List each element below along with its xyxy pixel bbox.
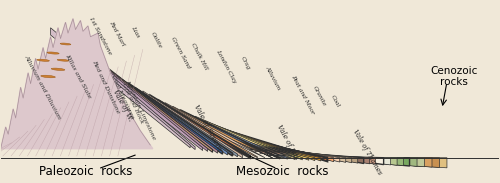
- Polygon shape: [195, 116, 295, 160]
- Text: Vale of Thames: Vale of Thames: [351, 128, 384, 176]
- Text: Cenozoic
rocks: Cenozoic rocks: [430, 66, 478, 87]
- Text: Paleozoic  rocks: Paleozoic rocks: [39, 165, 132, 178]
- Polygon shape: [50, 28, 190, 148]
- Polygon shape: [284, 153, 404, 166]
- Text: Vale of W.: Vale of W.: [111, 88, 134, 122]
- Text: Grit and Rock: Grit and Rock: [122, 83, 144, 125]
- Polygon shape: [143, 91, 242, 158]
- Text: Vale of Isis: Vale of Isis: [275, 124, 300, 161]
- Polygon shape: [225, 131, 334, 162]
- Polygon shape: [322, 158, 447, 168]
- Polygon shape: [136, 87, 238, 157]
- Text: Red Marl: Red Marl: [108, 20, 126, 47]
- Text: Crag: Crag: [240, 56, 251, 71]
- Polygon shape: [220, 128, 328, 161]
- Polygon shape: [78, 46, 202, 150]
- Polygon shape: [274, 150, 390, 165]
- Polygon shape: [295, 155, 417, 166]
- Polygon shape: [165, 103, 265, 158]
- Polygon shape: [255, 144, 370, 164]
- Polygon shape: [268, 148, 384, 165]
- Text: Coal Measures: Coal Measures: [110, 74, 135, 119]
- Polygon shape: [150, 96, 250, 158]
- Polygon shape: [158, 99, 258, 158]
- Text: Red and Dunstone: Red and Dunstone: [91, 60, 120, 115]
- Ellipse shape: [52, 68, 65, 70]
- Polygon shape: [113, 73, 222, 154]
- Text: Alluvium: Alluvium: [265, 65, 282, 91]
- Ellipse shape: [41, 75, 56, 78]
- Polygon shape: [235, 136, 346, 163]
- Ellipse shape: [60, 43, 71, 45]
- Ellipse shape: [47, 52, 59, 54]
- Polygon shape: [98, 60, 212, 152]
- Polygon shape: [279, 151, 397, 165]
- Polygon shape: [260, 146, 376, 164]
- Polygon shape: [230, 133, 340, 162]
- Text: Coal: Coal: [330, 94, 340, 108]
- Text: London Clay: London Clay: [215, 49, 237, 84]
- Polygon shape: [309, 158, 432, 167]
- Polygon shape: [245, 140, 358, 163]
- Polygon shape: [250, 142, 364, 163]
- Text: Oolite: Oolite: [150, 31, 163, 49]
- Text: Chalk Hill: Chalk Hill: [190, 42, 208, 70]
- Polygon shape: [66, 37, 195, 150]
- Polygon shape: [302, 157, 424, 167]
- Polygon shape: [205, 121, 309, 160]
- Text: Granite: Granite: [312, 85, 328, 107]
- Polygon shape: [128, 83, 232, 156]
- Polygon shape: [172, 106, 272, 158]
- Ellipse shape: [37, 59, 50, 61]
- Text: Mesozoic  rocks: Mesozoic rocks: [236, 165, 328, 178]
- Ellipse shape: [57, 59, 69, 61]
- Polygon shape: [200, 119, 302, 160]
- Polygon shape: [188, 113, 288, 159]
- Text: Lias: Lias: [130, 25, 140, 39]
- Polygon shape: [316, 158, 440, 167]
- Polygon shape: [180, 110, 280, 159]
- Polygon shape: [88, 53, 208, 151]
- Text: Mountain Limestone: Mountain Limestone: [124, 79, 156, 141]
- Text: 1st Sandstone: 1st Sandstone: [88, 16, 112, 56]
- Polygon shape: [289, 154, 410, 166]
- Polygon shape: [240, 138, 352, 163]
- Text: Alluvium and Diluvium: Alluvium and Diluvium: [24, 54, 62, 120]
- Polygon shape: [106, 68, 218, 153]
- Text: Green Sand: Green Sand: [170, 36, 191, 70]
- Text: Killas and Slate: Killas and Slate: [64, 53, 92, 100]
- Text: Peat and Moor: Peat and Moor: [290, 74, 315, 115]
- Polygon shape: [210, 124, 315, 161]
- Polygon shape: [215, 126, 321, 161]
- Polygon shape: [0, 19, 153, 149]
- Text: Vale of Severn: Vale of Severn: [192, 104, 223, 152]
- Polygon shape: [120, 78, 228, 155]
